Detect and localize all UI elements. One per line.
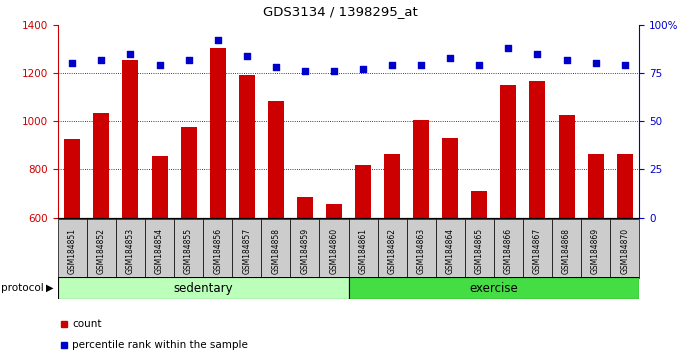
Text: GSM184861: GSM184861 <box>358 228 367 274</box>
Text: GSM184867: GSM184867 <box>533 228 542 274</box>
Bar <box>530 81 545 218</box>
Text: GSM184870: GSM184870 <box>620 228 629 274</box>
Bar <box>465 219 494 278</box>
Bar <box>558 115 575 218</box>
Bar <box>58 219 87 278</box>
Point <box>358 66 369 72</box>
Point <box>415 62 426 68</box>
Text: GDS3134 / 1398295_at: GDS3134 / 1398295_at <box>262 5 418 18</box>
Bar <box>268 101 284 218</box>
Bar <box>261 219 290 278</box>
Bar <box>87 219 116 278</box>
Bar <box>181 127 197 218</box>
Bar <box>471 191 488 218</box>
Text: exercise: exercise <box>469 282 518 295</box>
Point <box>561 57 572 62</box>
Point <box>241 53 252 58</box>
Point <box>67 61 78 66</box>
Bar <box>209 48 226 218</box>
Bar <box>494 219 523 278</box>
Bar <box>65 139 80 218</box>
Text: sedentary: sedentary <box>173 282 233 295</box>
Bar <box>348 219 377 278</box>
Text: count: count <box>72 319 102 329</box>
Text: protocol: protocol <box>1 283 44 293</box>
Text: GSM184868: GSM184868 <box>562 228 571 274</box>
Text: GSM184852: GSM184852 <box>97 228 106 274</box>
Bar <box>145 219 174 278</box>
Text: GSM184863: GSM184863 <box>417 228 426 274</box>
Point <box>590 61 601 66</box>
Text: GSM184853: GSM184853 <box>126 228 135 274</box>
Text: GSM184862: GSM184862 <box>388 228 396 274</box>
Point <box>299 68 310 74</box>
Point <box>619 62 630 68</box>
Point <box>271 64 282 70</box>
Bar <box>232 219 261 278</box>
Text: GSM184858: GSM184858 <box>271 228 280 274</box>
Text: GSM184860: GSM184860 <box>330 228 339 274</box>
Bar <box>436 219 465 278</box>
Point <box>328 68 339 74</box>
Bar <box>326 205 342 218</box>
Point <box>212 38 223 43</box>
Bar <box>384 154 400 218</box>
Bar <box>617 154 632 218</box>
Bar <box>588 154 604 218</box>
Bar <box>500 85 516 218</box>
Bar <box>297 197 313 218</box>
Bar <box>320 219 348 278</box>
Bar <box>93 113 109 218</box>
Point <box>96 57 107 62</box>
Text: GSM184859: GSM184859 <box>301 228 309 274</box>
Text: GSM184854: GSM184854 <box>155 228 164 274</box>
Point <box>154 62 165 68</box>
Bar <box>174 219 203 278</box>
Bar <box>552 219 581 278</box>
Text: GSM184857: GSM184857 <box>242 228 251 274</box>
Bar <box>152 156 167 218</box>
Bar <box>122 60 139 218</box>
Bar <box>413 120 429 218</box>
Text: GSM184856: GSM184856 <box>214 228 222 274</box>
Bar <box>239 75 255 218</box>
Bar <box>407 219 436 278</box>
Point <box>532 51 543 57</box>
Bar <box>581 219 610 278</box>
Text: GSM184865: GSM184865 <box>475 228 483 274</box>
Text: ▶: ▶ <box>46 283 53 293</box>
Bar <box>348 277 639 299</box>
Bar <box>442 138 458 218</box>
Point <box>445 55 456 61</box>
Text: GSM184864: GSM184864 <box>446 228 455 274</box>
Point <box>125 51 136 57</box>
Bar <box>523 219 552 278</box>
Point <box>474 62 485 68</box>
Point <box>387 62 398 68</box>
Point <box>503 45 514 51</box>
Text: GSM184851: GSM184851 <box>68 228 77 274</box>
Bar <box>58 277 348 299</box>
Bar <box>290 219 320 278</box>
Bar <box>116 219 145 278</box>
Bar <box>377 219 407 278</box>
Bar <box>355 165 371 218</box>
Point <box>183 57 194 62</box>
Text: GSM184855: GSM184855 <box>184 228 193 274</box>
Text: GSM184866: GSM184866 <box>504 228 513 274</box>
Bar <box>610 219 639 278</box>
Text: percentile rank within the sample: percentile rank within the sample <box>72 340 248 350</box>
Text: GSM184869: GSM184869 <box>591 228 600 274</box>
Bar <box>203 219 232 278</box>
